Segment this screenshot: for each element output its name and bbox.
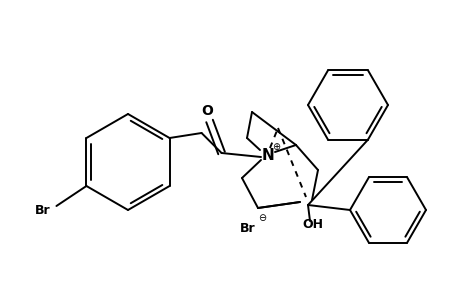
Text: O: O (201, 104, 213, 118)
Text: Br: Br (34, 203, 50, 217)
Text: N: N (261, 148, 274, 163)
Text: ⊕: ⊕ (271, 142, 280, 152)
Text: OH: OH (302, 218, 323, 232)
Text: ⊖: ⊖ (257, 213, 265, 223)
Text: Br: Br (240, 221, 255, 235)
